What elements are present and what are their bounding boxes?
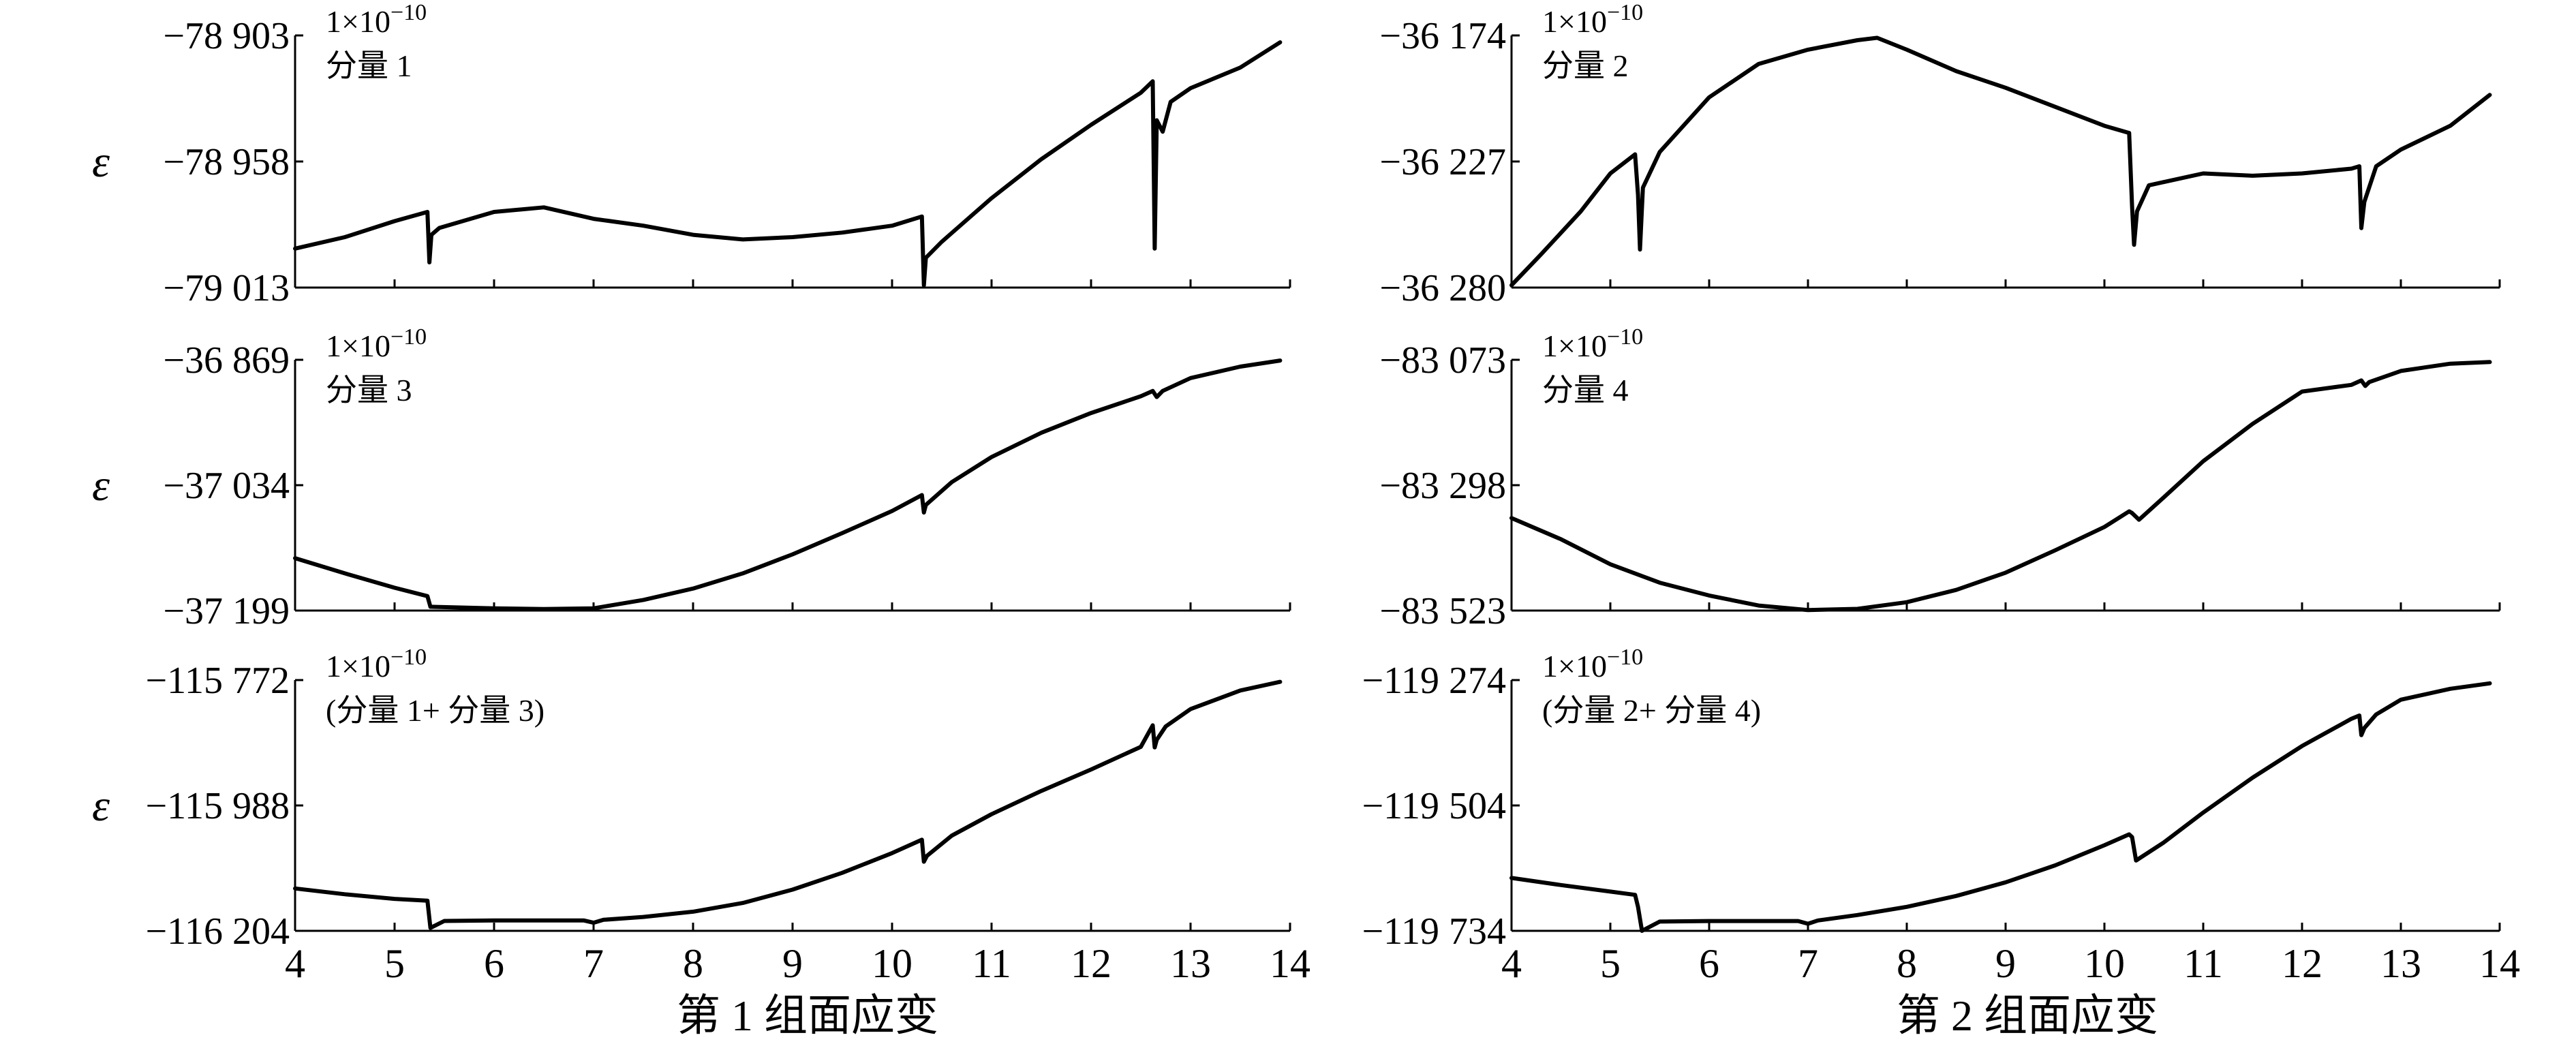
y-axis-symbol: ε xyxy=(92,781,110,831)
series-line-1 xyxy=(293,679,1283,930)
y-tick-label: −115 988 xyxy=(145,785,290,827)
y-tick-label: −78 903 xyxy=(163,15,290,57)
scale-label: 1×10−10 xyxy=(1542,645,1643,683)
y-tick-label: −36 869 xyxy=(163,339,290,382)
x-tick-label: 8 xyxy=(683,941,703,986)
chart-panel-3: −36 869 −37 034 −37 199 1×10−10 分量 3 ε xyxy=(92,324,1291,632)
x-tick-label: 6 xyxy=(484,941,504,986)
y-tick-label: −78 958 xyxy=(163,141,290,183)
scale-label: 1×10−10 xyxy=(1542,0,1643,39)
series-line-1 xyxy=(1509,681,2492,933)
y-tick-label: −79 013 xyxy=(163,267,290,309)
x-tick-label: 6 xyxy=(1699,941,1719,986)
component-label: 分量 1 xyxy=(326,48,412,83)
y-tick-label: −115 772 xyxy=(145,660,290,702)
y-tick-label: −36 227 xyxy=(1379,141,1506,183)
chart-panel-4: −83 073 −83 298 −83 523 1×10−10 分量 4 xyxy=(1379,324,2501,632)
component-label: (分量 1+ 分量 3) xyxy=(326,693,545,728)
x-axis-title-right: 第 2 组面应变 xyxy=(1897,991,2158,1040)
x-tick-label: 12 xyxy=(2282,941,2322,986)
x-tick-label: 9 xyxy=(1995,941,2016,986)
x-tick-label: 9 xyxy=(782,941,803,986)
scale-label: 1×10−10 xyxy=(1542,324,1643,363)
chart-panel-5: 4 5 6 7 8 9 10 11 12 13 14 −115 772 −115 988 −116 204… xyxy=(92,645,1310,986)
series-line-1 xyxy=(293,40,1283,288)
y-tick-label: −119 274 xyxy=(1362,660,1506,702)
x-tick-label: 4 xyxy=(1501,941,1522,986)
x-tick-label: 13 xyxy=(2380,941,2421,986)
y-tick-label: −119 504 xyxy=(1362,785,1506,827)
x-tick-label: 7 xyxy=(1798,941,1818,986)
component-label: 分量 4 xyxy=(1542,373,1629,407)
y-tick-label: −36 280 xyxy=(1379,267,1506,309)
scale-label: 1×10−10 xyxy=(326,324,427,363)
series-line-1 xyxy=(293,358,1283,611)
y-tick-label: −83 298 xyxy=(1379,465,1506,507)
series-line-1 xyxy=(1509,35,2492,288)
component-label: (分量 2+ 分量 4) xyxy=(1542,693,1761,728)
y-tick-label: −36 174 xyxy=(1379,15,1506,57)
y-tick-label: −83 073 xyxy=(1379,339,1506,382)
x-tick-label: 12 xyxy=(1071,941,1111,986)
x-tick-label: 11 xyxy=(2183,941,2223,986)
x-tick-label: 10 xyxy=(2084,941,2125,986)
x-axis-title-left: 第 1 组面应变 xyxy=(677,991,938,1040)
chart-panel-6: 4 5 6 7 8 9 10 11 12 13 14 −119 274 −119 504 −119 734… xyxy=(1362,645,2520,986)
y-axis-symbol: ε xyxy=(92,137,110,187)
x-tick-label: 14 xyxy=(2479,941,2520,986)
x-tick-label: 7 xyxy=(583,941,604,986)
x-tick-label: 5 xyxy=(384,941,405,986)
x-tick-label: 4 xyxy=(285,941,305,986)
x-tick-label: 13 xyxy=(1170,941,1211,986)
panel-grid: −78 903 −78 958 −79 013 1×10−10 分量 1 ε −36 174… xyxy=(92,0,2520,986)
chart-panel-1: −78 903 −78 958 −79 013 1×10−10 分量 1 ε xyxy=(92,0,1291,309)
x-tick-label: 10 xyxy=(872,941,913,986)
y-tick-label: −37 199 xyxy=(163,590,290,632)
y-tick-label: −116 204 xyxy=(145,910,290,953)
x-tick-label: 14 xyxy=(1270,941,1310,986)
series-line-1 xyxy=(1509,360,2492,613)
y-tick-label: −119 734 xyxy=(1362,910,1506,953)
component-label: 分量 3 xyxy=(326,373,412,407)
x-tick-label: 8 xyxy=(1897,941,1917,986)
y-axis-symbol: ε xyxy=(92,461,110,510)
x-tick-label: 11 xyxy=(972,941,1011,986)
scale-label: 1×10−10 xyxy=(326,645,427,683)
component-label: 分量 2 xyxy=(1542,48,1629,83)
chart-panel-2: −36 174 −36 227 −36 280 1×10−10 分量 2 xyxy=(1379,0,2501,309)
y-tick-label: −37 034 xyxy=(163,465,290,507)
scale-label: 1×10−10 xyxy=(326,0,427,39)
x-tick-label: 5 xyxy=(1600,941,1621,986)
y-tick-label: −83 523 xyxy=(1379,590,1506,632)
